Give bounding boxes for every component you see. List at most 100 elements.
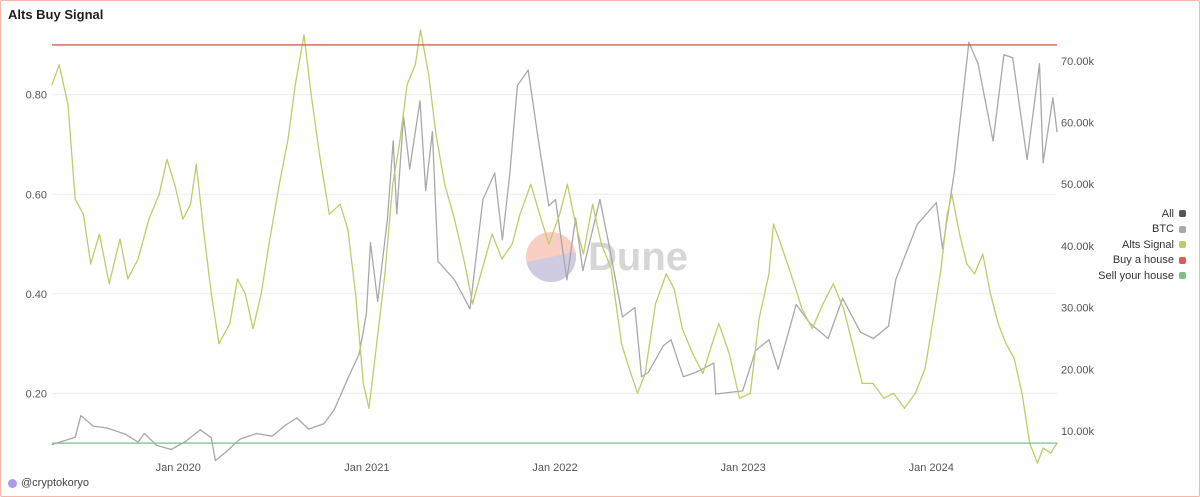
footer: @cryptokoryo: [8, 477, 89, 489]
chart-legend: All BTC Alts Signal Buy a house Sell your ho…: [1098, 206, 1186, 284]
alts-signal-point: [158, 193, 160, 195]
btc-point: [425, 189, 427, 191]
btc-point: [199, 429, 201, 431]
legend-swatch: [1179, 225, 1186, 233]
alts-signal-point: [665, 273, 667, 275]
alts-signal-point: [989, 293, 992, 295]
btc-point: [1038, 63, 1041, 65]
btc-point: [682, 376, 684, 378]
y-right-tick-label: 70.00k: [1061, 56, 1095, 68]
alts-signal-point: [166, 158, 168, 160]
alts-signal-point: [392, 183, 394, 185]
alts-signal-point: [58, 64, 60, 66]
btc-point: [872, 337, 875, 340]
btc-point: [1052, 97, 1054, 99]
alts-signal-point: [559, 213, 561, 215]
alts-signal-line: [51, 29, 1058, 464]
alts-signal-point: [843, 308, 845, 310]
btc-point: [599, 199, 601, 201]
x-tick-label: Jan 2023: [720, 462, 765, 474]
btc-point: [895, 279, 897, 281]
alts-signal-point: [801, 308, 803, 310]
alts-signal-point: [793, 283, 795, 285]
alts-signal-point: [244, 293, 246, 295]
btc-point: [358, 353, 360, 355]
btc-point: [608, 242, 610, 244]
alts-signal-point: [582, 253, 585, 255]
btc-point: [670, 339, 672, 341]
alts-signal-point: [347, 228, 349, 230]
alts-signal-point: [303, 34, 305, 36]
btc-point: [977, 63, 979, 65]
alts-signal-point: [74, 198, 76, 200]
y-right-tick-label: 60.00k: [1061, 118, 1095, 130]
alts-signal-point: [822, 303, 824, 305]
alts-signal-point: [362, 382, 364, 384]
btc-point: [1026, 158, 1028, 161]
alts-signal-point: [328, 213, 330, 215]
legend-item-buy-a-house[interactable]: Buy a house: [1098, 253, 1186, 269]
legend-item-all[interactable]: All: [1098, 206, 1186, 222]
legend-swatch: [1179, 210, 1186, 218]
alts-signal-point: [464, 263, 466, 265]
btc-point: [365, 313, 367, 315]
btc-point: [1012, 57, 1014, 59]
btc-point: [409, 168, 411, 170]
legend-swatch: [1179, 256, 1186, 264]
btc-point: [308, 428, 310, 430]
legend-label: All: [1161, 207, 1174, 220]
alts-signal-point: [355, 293, 357, 295]
btc-point: [548, 205, 550, 207]
btc-point: [106, 427, 108, 429]
alts-signal-point: [644, 372, 646, 374]
btc-point: [554, 199, 557, 201]
alts-signal-point: [973, 273, 976, 275]
alts-signal-point: [951, 193, 953, 195]
alts-signal-point: [548, 243, 550, 245]
legend-label: Buy a house: [1112, 254, 1174, 267]
alts-signal-point: [861, 382, 863, 384]
y-right-tick-label: 20.00k: [1061, 364, 1095, 376]
alts-signal-point: [384, 273, 386, 275]
alts-signal-point: [480, 273, 482, 275]
alts-signal-point: [1021, 392, 1023, 394]
alts-signal-point: [780, 243, 782, 245]
alts-signal-point: [318, 153, 321, 155]
btc-point: [641, 376, 643, 378]
alts-signal-point: [310, 94, 312, 96]
alts-signal-point: [883, 397, 885, 399]
y-left-tick-label: 0.40: [26, 289, 47, 301]
alts-signal-point: [600, 243, 603, 245]
alts-signal-point: [592, 203, 594, 205]
alts-signal-point: [872, 382, 874, 384]
x-tick-label: Jan 2024: [909, 462, 954, 474]
alts-signal-point: [236, 278, 239, 280]
btc-point: [453, 279, 456, 281]
btc-point: [124, 433, 126, 435]
alts-signal-point: [924, 367, 926, 370]
btc-point: [323, 423, 325, 425]
legend-item-alts-signal[interactable]: Alts Signal: [1098, 237, 1186, 253]
alts-signal-point: [772, 223, 775, 225]
alts-signal-point: [428, 74, 430, 76]
alts-signal-point: [959, 233, 961, 235]
btc-point: [582, 270, 584, 272]
alts-signal-point: [368, 407, 370, 409]
btc-point: [214, 460, 216, 462]
author-handle: @cryptokoryo: [21, 477, 90, 489]
alts-signal-point: [997, 323, 999, 325]
btc-point: [575, 217, 577, 219]
alts-signal-point: [453, 218, 456, 220]
alts-signal-point: [811, 328, 813, 330]
btc-point: [210, 437, 212, 439]
alts-signal-point: [692, 352, 694, 355]
alts-signal-point: [67, 104, 69, 106]
alts-signal-point: [182, 218, 184, 220]
btc-point: [715, 393, 717, 395]
alts-signal-point: [749, 392, 751, 394]
btc-point: [647, 371, 649, 373]
alts-signal-point: [702, 372, 704, 374]
legend-item-btc[interactable]: BTC: [1098, 222, 1186, 238]
watermark-text: Dune: [588, 235, 688, 279]
legend-item-sell-your-house[interactable]: Sell your house: [1098, 268, 1186, 284]
